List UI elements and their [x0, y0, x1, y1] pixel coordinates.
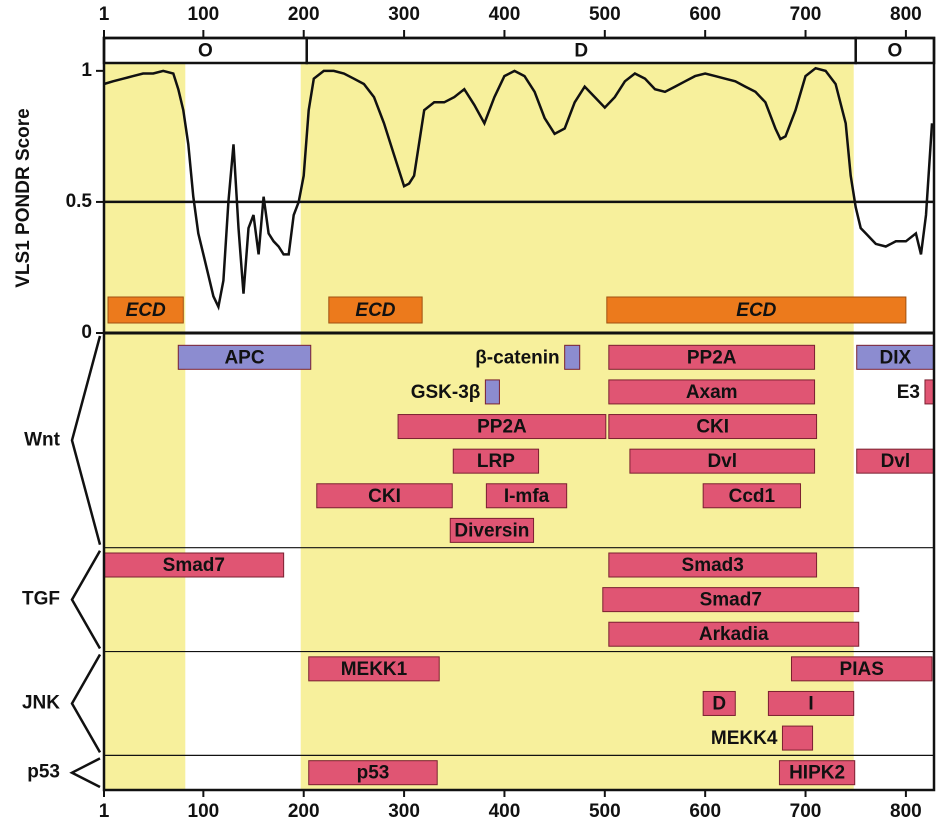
feature-label: p53: [357, 763, 390, 784]
feature-label: D: [712, 693, 726, 714]
feature-label: Smad7: [700, 590, 762, 611]
x-tick-label: 500: [589, 801, 621, 822]
feature-bar: [449, 517, 535, 543]
feature-label: I-mfa: [504, 486, 550, 507]
y-tick-label: 1: [81, 60, 92, 81]
x-tick-label: 1: [99, 801, 110, 822]
ecd-bar: [606, 296, 907, 324]
feature-bar: [485, 483, 568, 509]
x-tick-label-top: 800: [890, 4, 922, 25]
feature-bar: [856, 448, 935, 474]
group-label: TGF: [22, 589, 60, 610]
feature-bar: [924, 379, 935, 405]
feature-bar: [778, 760, 856, 786]
group-brace: [70, 335, 102, 546]
feature-bar: [702, 483, 802, 509]
feature-label: Smad7: [163, 555, 225, 576]
segment-label: O: [887, 41, 902, 62]
feature-bar: [103, 552, 285, 578]
segment: [102, 36, 308, 65]
feature-label: β-catenin: [475, 347, 559, 368]
feature-bar: [629, 448, 816, 474]
feature-bar: [564, 344, 581, 370]
pondr-line: [103, 66, 934, 311]
feature-label: Dvl: [881, 451, 911, 472]
segment-label: O: [198, 41, 213, 62]
x-tick-label: 800: [890, 801, 922, 822]
feature-label: GSK-3β: [411, 382, 481, 403]
feature-label: PIAS: [840, 659, 884, 680]
y-tick-label: 0.5: [66, 191, 93, 212]
segment: [854, 36, 936, 65]
x-tick-label: 300: [388, 801, 420, 822]
group-label: JNK: [22, 692, 60, 713]
feature-label: Smad3: [682, 555, 744, 576]
group-label: Wnt: [24, 429, 61, 450]
x-tick-label: 700: [790, 801, 822, 822]
ecd-label: ECD: [355, 300, 395, 321]
x-tick-label-top: 200: [288, 4, 320, 25]
feature-bar: [608, 414, 818, 440]
feature-bar: [452, 448, 540, 474]
feature-label: Diversin: [454, 520, 529, 541]
x-tick-label: 600: [689, 801, 721, 822]
feature-label: MEKK4: [711, 728, 778, 749]
feature-bar: [397, 414, 607, 440]
feature-bar: [608, 379, 816, 405]
feature-label: Dvl: [707, 451, 737, 472]
x-tick-label-top: 400: [489, 4, 521, 25]
feature-bar: [177, 344, 312, 370]
feature-label: PP2A: [687, 347, 737, 368]
x-tick-label-top: 700: [790, 4, 822, 25]
x-tick-label: 400: [489, 801, 521, 822]
feature-label: E3: [897, 382, 920, 403]
feature-label: I: [808, 693, 813, 714]
x-tick-label-top: 600: [689, 4, 721, 25]
x-tick-label: 100: [188, 801, 220, 822]
feature-label: PP2A: [477, 417, 527, 438]
feature-bar: [308, 760, 438, 786]
y-tick-label: 0: [81, 322, 92, 343]
segment-label: D: [574, 41, 588, 62]
feature-bar: [308, 656, 440, 682]
group-brace: [69, 757, 101, 789]
ecd-label: ECD: [736, 300, 776, 321]
ecd-label: ECD: [126, 300, 166, 321]
feature-bar: [608, 621, 860, 647]
group-label: p53: [27, 762, 60, 783]
frame: [102, 36, 936, 792]
x-tick-label-top: 500: [589, 4, 621, 25]
feature-bar: [767, 690, 855, 716]
feature-label: LRP: [477, 451, 515, 472]
feature-label: Ccd1: [729, 486, 776, 507]
feature-label: Arkadia: [699, 624, 769, 645]
feature-bar: [608, 344, 816, 370]
feature-bar: [702, 690, 736, 716]
x-tick-label: 200: [288, 801, 320, 822]
feature-bar: [856, 344, 935, 370]
feature-label: HIPK2: [789, 763, 845, 784]
group-brace: [70, 550, 102, 650]
feature-label: MEKK1: [341, 659, 408, 680]
x-tick-label-top: 300: [388, 4, 420, 25]
shaded-region: [104, 63, 186, 790]
feature-label: Axam: [686, 382, 738, 403]
feature-label: APC: [224, 347, 264, 368]
feature-bar: [316, 483, 453, 509]
ecd-bar: [328, 296, 423, 324]
y-axis-title: VLS1 PONDR Score: [13, 108, 34, 288]
feature-label: CKI: [696, 417, 729, 438]
feature-bar: [484, 379, 500, 405]
feature-label: DIX: [880, 347, 912, 368]
group-brace: [70, 653, 102, 754]
feature-bar: [608, 552, 818, 578]
feature-bar: [781, 725, 814, 751]
x-tick-label-top: 1: [99, 4, 110, 25]
feature-label: CKI: [368, 486, 401, 507]
feature-bar: [602, 587, 860, 613]
feature-bar: [790, 656, 933, 682]
x-tick-label-top: 100: [188, 4, 220, 25]
ecd-bar: [107, 296, 184, 324]
